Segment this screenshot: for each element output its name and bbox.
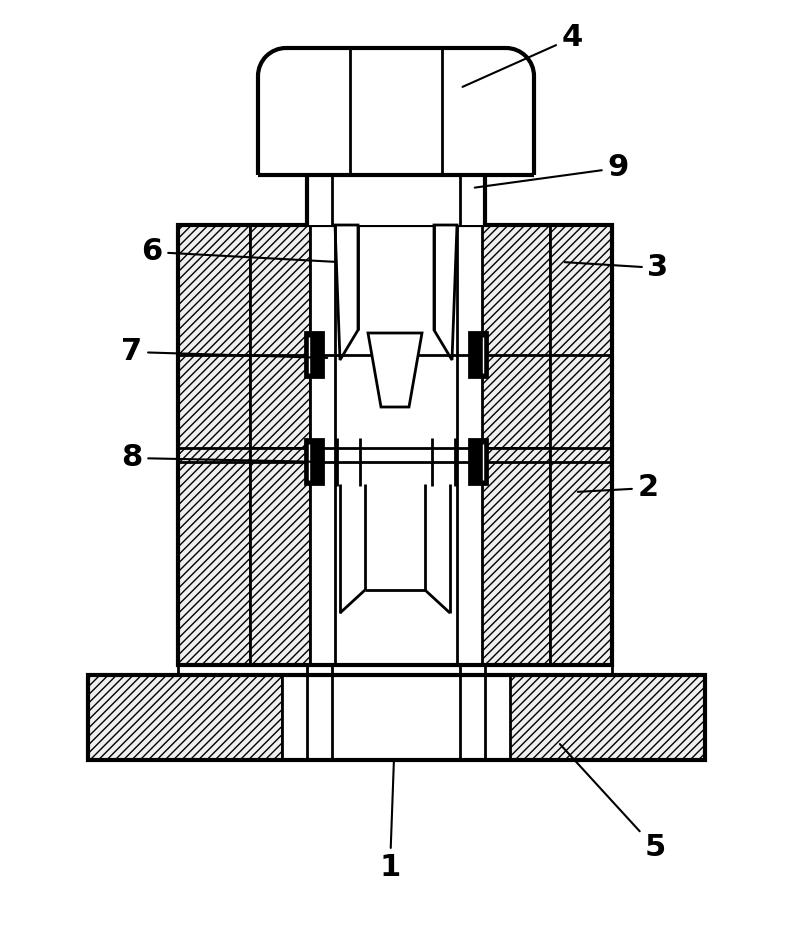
Bar xyxy=(178,225,612,665)
Text: 7: 7 xyxy=(122,337,327,366)
Text: 2: 2 xyxy=(578,473,659,502)
Polygon shape xyxy=(550,225,612,665)
Polygon shape xyxy=(482,225,550,448)
Bar xyxy=(286,48,506,175)
Polygon shape xyxy=(250,225,310,448)
Bar xyxy=(469,332,487,377)
Polygon shape xyxy=(178,225,250,665)
Text: 4: 4 xyxy=(462,23,582,87)
Bar xyxy=(340,484,450,635)
Polygon shape xyxy=(250,448,310,665)
Bar xyxy=(305,439,323,484)
Text: 9: 9 xyxy=(475,154,629,187)
Bar xyxy=(307,175,485,225)
Polygon shape xyxy=(482,448,550,665)
Text: 1: 1 xyxy=(380,761,401,883)
Polygon shape xyxy=(88,675,282,760)
Bar xyxy=(88,675,705,760)
Polygon shape xyxy=(434,225,457,360)
Text: 5: 5 xyxy=(560,744,666,862)
Polygon shape xyxy=(335,225,358,360)
Polygon shape xyxy=(510,675,705,760)
Text: 8: 8 xyxy=(122,444,323,473)
Polygon shape xyxy=(368,333,422,407)
Bar xyxy=(258,76,534,175)
Bar xyxy=(282,675,510,760)
Bar xyxy=(469,439,487,484)
Text: 3: 3 xyxy=(565,254,668,282)
Bar xyxy=(310,225,482,665)
Text: 6: 6 xyxy=(141,238,335,267)
Bar xyxy=(305,332,323,377)
